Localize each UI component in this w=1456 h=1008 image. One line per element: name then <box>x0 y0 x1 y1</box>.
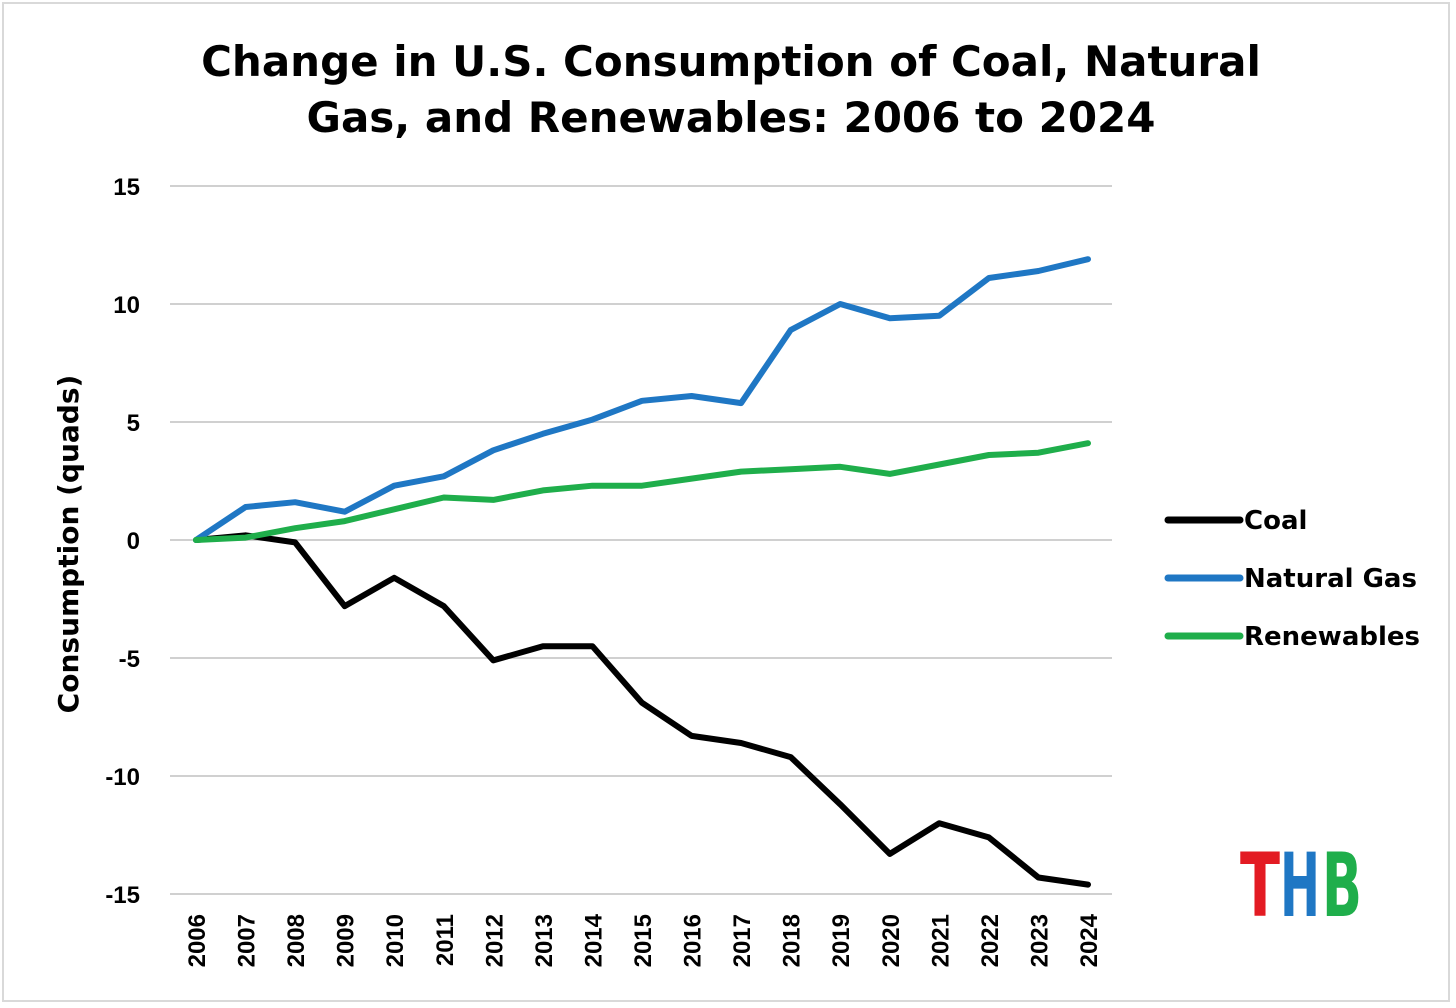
y-tick-label: -10 <box>105 764 140 791</box>
logo-letter: T <box>1240 834 1280 937</box>
x-tick-label: 2020 <box>878 914 905 967</box>
x-tick-label: 2017 <box>729 914 756 967</box>
series-lines <box>193 256 1091 888</box>
chart-title-line-2: Gas, and Renewables: 2006 to 2024 <box>306 93 1155 142</box>
y-tick-label: 10 <box>113 292 140 319</box>
x-tick-label: 2014 <box>580 913 607 967</box>
x-tick-label: 2024 <box>1076 913 1103 967</box>
y-tick-label: 5 <box>127 410 140 437</box>
y-tick-label: 0 <box>127 528 140 555</box>
logo-letter: B <box>1322 834 1362 937</box>
gridlines <box>170 185 1112 895</box>
series-line-natural-gas <box>193 256 1091 543</box>
x-tick-label: 2011 <box>432 914 459 966</box>
chart-title-line-1: Change in U.S. Consumption of Coal, Natu… <box>201 37 1261 86</box>
x-axis-ticks: 2006 2007 2008 2009 2010 2011 2012 2013 2014 2015… <box>184 913 1103 967</box>
legend-label: Renewables <box>1244 622 1420 652</box>
legend-label: Natural Gas <box>1244 564 1417 594</box>
logo-letter: H <box>1280 834 1320 937</box>
x-tick-label: 2006 <box>184 914 211 967</box>
x-tick-label: 2009 <box>333 914 360 967</box>
legend: Coal Natural Gas Renewables <box>1164 506 1420 652</box>
x-tick-label: 2023 <box>1026 914 1053 967</box>
y-axis-ticks: 15 10 5 0 -5 -10 -15 <box>105 174 140 909</box>
y-axis-label: Consumption (quads) <box>52 375 85 714</box>
x-tick-label: 2008 <box>283 914 310 967</box>
series-line-renewables <box>193 440 1091 543</box>
x-tick-label: 2013 <box>531 914 558 967</box>
x-tick-label: 2007 <box>234 914 261 967</box>
y-tick-label: 15 <box>113 174 140 201</box>
x-tick-label: 2019 <box>828 914 855 967</box>
x-tick-label: 2015 <box>630 914 657 967</box>
x-tick-label: 2016 <box>680 914 707 967</box>
legend-label: Coal <box>1244 506 1307 536</box>
x-tick-label: 2021 <box>927 914 954 967</box>
line-chart: Change in U.S. Consumption of Coal, Natu… <box>52 37 1420 967</box>
y-tick-label: -15 <box>105 882 140 909</box>
chart-title: Change in U.S. Consumption of Coal, Natu… <box>201 37 1261 142</box>
x-tick-label: 2012 <box>481 914 508 967</box>
x-tick-label: 2022 <box>977 914 1004 967</box>
y-tick-label: -5 <box>119 646 140 673</box>
x-tick-label: 2018 <box>779 914 806 967</box>
x-tick-label: 2010 <box>382 914 409 967</box>
series-line-coal <box>193 532 1091 888</box>
